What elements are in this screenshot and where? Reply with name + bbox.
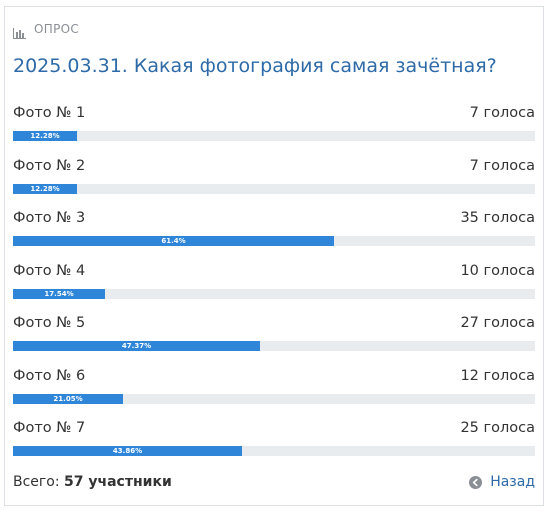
option-label: Фото № 1 [13, 105, 86, 121]
percent-label: 21.05% [53, 394, 83, 403]
option-votes: 10 голоса [460, 262, 535, 279]
option-label: Фото № 5 [13, 315, 86, 331]
bar-chart-icon [13, 24, 26, 39]
percent-label: 12.28% [30, 132, 60, 140]
total-value: 57 участники [64, 474, 172, 490]
option-label: Фото № 4 [13, 262, 86, 279]
option-votes: 7 голоса [469, 105, 535, 121]
progress-track: 12.28% [13, 183, 535, 194]
progress-fill: 21.05% [13, 393, 123, 404]
option-label: Фото № 3 [13, 210, 86, 226]
percent-label: 12.28% [30, 184, 60, 193]
option-votes: 35 голоса [460, 210, 535, 226]
option-votes: 12 голоса [460, 367, 535, 384]
poll-option: Фото № 3 35 голоса 61.4% [13, 206, 535, 259]
arrow-left-circle-icon [469, 475, 483, 489]
percent-label: 47.37% [121, 342, 152, 350]
total-label: Всего: [13, 474, 60, 490]
percent-label: 61.4% [161, 237, 186, 245]
progress-track: 43.86% [13, 446, 535, 456]
poll-option: Фото № 2 7 голоса 12.28% [13, 154, 535, 207]
progress-track: 12.28% [13, 131, 535, 141]
back-label: Назад [490, 474, 535, 490]
progress-track: 61.4% [13, 236, 535, 246]
progress-track: 21.05% [13, 393, 535, 404]
poll-label: ОПРОС [34, 22, 80, 36]
progress-fill: 61.4% [13, 236, 334, 246]
poll-options: Фото № 1 7 голоса 12.28% Фото № 2 7 голоса 12… [13, 101, 535, 469]
option-votes: 27 голоса [460, 315, 535, 331]
progress-track: 47.37% [13, 341, 535, 351]
poll-footer: Всего: 57 участники Назад [13, 474, 535, 494]
progress-fill: 12.28% [13, 131, 77, 141]
poll-title: 2025.03.31. Какая фотография самая зачёт… [13, 55, 497, 77]
poll-option: Фото № 7 25 голоса 43.86% [13, 416, 535, 469]
poll-header: ОПРОС [13, 21, 80, 39]
progress-track: 17.54% [13, 288, 535, 299]
poll-option: Фото № 1 7 голоса 12.28% [13, 101, 535, 154]
percent-label: 17.54% [44, 289, 74, 298]
back-button[interactable]: Назад [469, 474, 535, 490]
poll-card: ОПРОС 2025.03.31. Какая фотография самая… [4, 6, 544, 506]
option-label: Фото № 2 [13, 157, 86, 174]
option-votes: 7 голоса [469, 157, 535, 174]
option-label: Фото № 7 [13, 420, 86, 436]
progress-fill: 47.37% [13, 341, 260, 351]
total-participants: Всего: 57 участники [13, 474, 172, 490]
poll-option: Фото № 6 12 голоса 21.05% [13, 364, 535, 417]
option-votes: 25 голоса [460, 420, 535, 436]
poll-option: Фото № 4 10 голоса 17.54% [13, 259, 535, 312]
progress-fill: 12.28% [13, 183, 77, 194]
progress-fill: 17.54% [13, 288, 105, 299]
poll-option: Фото № 5 27 голоса 47.37% [13, 311, 535, 364]
progress-fill: 43.86% [13, 446, 242, 456]
option-label: Фото № 6 [13, 367, 86, 384]
percent-label: 43.86% [112, 447, 143, 455]
